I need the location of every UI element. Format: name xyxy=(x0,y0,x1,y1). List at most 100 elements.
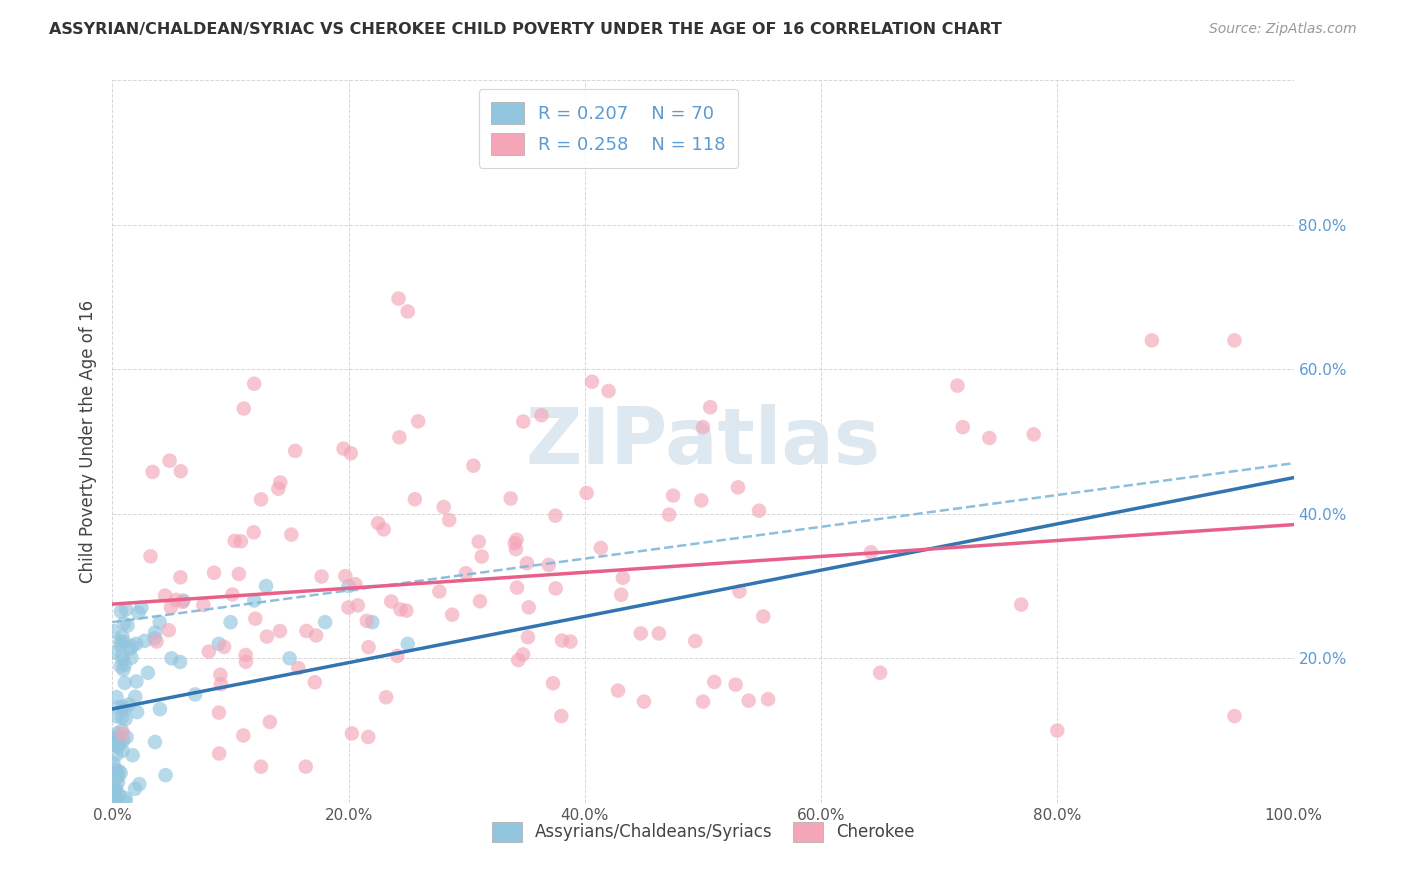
Point xyxy=(581,375,603,389)
Point xyxy=(1022,427,1045,442)
Point xyxy=(103,783,125,797)
Point xyxy=(860,545,883,559)
Point xyxy=(541,676,564,690)
Point xyxy=(193,598,215,612)
Point xyxy=(143,625,166,640)
Point xyxy=(396,304,419,318)
Point xyxy=(387,648,409,663)
Point xyxy=(598,384,620,398)
Point xyxy=(155,768,177,782)
Point xyxy=(224,533,246,548)
Point xyxy=(115,730,138,744)
Point xyxy=(508,653,530,667)
Point xyxy=(243,376,266,391)
Point xyxy=(344,577,367,591)
Text: ZIPatlas: ZIPatlas xyxy=(526,403,880,480)
Point xyxy=(357,730,380,744)
Point xyxy=(229,534,252,549)
Text: Source: ZipAtlas.com: Source: ZipAtlas.com xyxy=(1209,22,1357,37)
Point xyxy=(235,655,257,669)
Point xyxy=(311,569,333,583)
Point xyxy=(340,446,363,460)
Point xyxy=(104,795,127,809)
Point xyxy=(337,600,360,615)
Point xyxy=(107,700,129,714)
Point xyxy=(153,589,176,603)
Point xyxy=(105,747,128,762)
Point xyxy=(259,714,281,729)
Point xyxy=(952,420,974,434)
Point xyxy=(506,581,529,595)
Point xyxy=(516,556,538,570)
Point xyxy=(118,698,141,712)
Point xyxy=(254,579,277,593)
Point xyxy=(699,401,721,415)
Point xyxy=(101,793,124,807)
Point xyxy=(517,600,540,615)
Point xyxy=(287,661,309,675)
Point xyxy=(404,492,426,507)
Point xyxy=(209,677,232,691)
Point xyxy=(499,491,522,506)
Point xyxy=(1223,334,1246,348)
Point xyxy=(104,762,127,776)
Point xyxy=(340,726,363,740)
Point xyxy=(748,504,770,518)
Point xyxy=(332,442,354,456)
Point xyxy=(373,522,395,536)
Point xyxy=(396,637,419,651)
Point xyxy=(131,600,153,615)
Point xyxy=(219,615,242,630)
Point xyxy=(110,639,132,653)
Point xyxy=(107,770,129,784)
Point xyxy=(728,584,751,599)
Point xyxy=(105,769,128,783)
Text: ASSYRIAN/CHALDEAN/SYRIAC VS CHEROKEE CHILD POVERTY UNDER THE AGE OF 16 CORRELATI: ASSYRIAN/CHALDEAN/SYRIAC VS CHEROKEE CHI… xyxy=(49,22,1002,37)
Point xyxy=(256,630,278,644)
Point xyxy=(169,655,191,669)
Point xyxy=(589,541,612,555)
Point xyxy=(530,409,553,423)
Point xyxy=(221,587,243,601)
Point xyxy=(111,630,134,644)
Point xyxy=(170,464,193,478)
Point xyxy=(269,624,291,638)
Point xyxy=(149,702,172,716)
Point xyxy=(103,646,125,660)
Point xyxy=(103,624,125,639)
Point xyxy=(305,628,328,642)
Point xyxy=(610,588,633,602)
Point xyxy=(692,695,714,709)
Point xyxy=(662,489,685,503)
Point xyxy=(202,566,225,580)
Point xyxy=(208,747,231,761)
Point xyxy=(335,569,357,583)
Point xyxy=(280,527,302,541)
Point xyxy=(503,536,526,550)
Point xyxy=(111,652,134,666)
Point xyxy=(111,648,134,663)
Point xyxy=(633,695,655,709)
Point xyxy=(112,733,135,747)
Point xyxy=(357,640,380,655)
Point xyxy=(108,788,131,802)
Point xyxy=(658,508,681,522)
Point xyxy=(284,443,307,458)
Point xyxy=(104,730,127,744)
Point xyxy=(228,566,250,581)
Point xyxy=(172,593,194,607)
Point xyxy=(389,602,412,616)
Point xyxy=(111,727,134,741)
Point xyxy=(471,549,494,564)
Point xyxy=(120,650,142,665)
Point xyxy=(104,784,127,798)
Point xyxy=(468,534,491,549)
Point xyxy=(107,775,129,789)
Point xyxy=(505,533,527,547)
Point xyxy=(124,781,146,796)
Point xyxy=(112,634,135,648)
Point xyxy=(110,605,132,619)
Point xyxy=(575,486,598,500)
Point xyxy=(198,644,221,658)
Point xyxy=(269,475,291,490)
